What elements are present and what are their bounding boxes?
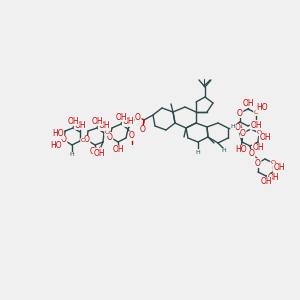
Text: OH: OH (98, 122, 110, 130)
Text: O: O (129, 131, 135, 140)
Text: O: O (107, 133, 113, 142)
Text: OH: OH (242, 98, 254, 107)
Text: OH: OH (252, 143, 264, 152)
Text: HO: HO (256, 103, 268, 112)
Text: OH: OH (122, 118, 134, 127)
Text: H: H (231, 124, 236, 130)
Text: O: O (104, 130, 110, 136)
Text: OH: OH (273, 164, 285, 172)
Text: OH: OH (250, 121, 262, 130)
Text: HO: HO (50, 140, 62, 149)
Text: O: O (61, 136, 67, 145)
Text: OH: OH (67, 116, 79, 125)
Text: O: O (84, 136, 90, 145)
Text: OH: OH (91, 116, 103, 125)
Text: OH: OH (259, 134, 271, 142)
Text: OH: OH (89, 148, 101, 157)
Text: H: H (70, 152, 74, 158)
Text: H: H (196, 149, 200, 154)
Text: HO: HO (235, 146, 247, 154)
Text: O: O (256, 130, 262, 136)
Text: O: O (135, 112, 141, 122)
Text: O: O (237, 109, 243, 118)
Text: OH: OH (74, 121, 86, 130)
Text: O: O (271, 160, 275, 166)
Text: O: O (235, 124, 241, 133)
Text: O: O (249, 149, 255, 158)
Text: HO: HO (52, 130, 64, 139)
Text: OH: OH (267, 173, 279, 182)
Text: O: O (135, 112, 141, 122)
Text: OH: OH (115, 112, 127, 122)
Text: O: O (140, 125, 146, 134)
Text: OH: OH (260, 178, 272, 187)
Text: OH: OH (93, 148, 105, 158)
Text: O: O (80, 139, 86, 143)
Text: O: O (255, 158, 261, 167)
Text: O: O (240, 128, 246, 137)
Text: O: O (254, 110, 259, 116)
Text: OH: OH (112, 146, 124, 154)
Text: H: H (222, 148, 226, 154)
